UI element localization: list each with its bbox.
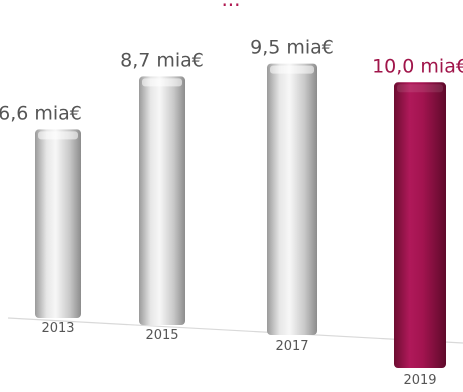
- chart-baseline: [7, 317, 463, 344]
- bar-cap-2019: [397, 84, 443, 93]
- bar-cap-2015: [142, 78, 182, 87]
- category-labels-group: 2013 2015 2017 2019: [41, 321, 436, 388]
- category-label-2015: 2015: [145, 328, 178, 343]
- value-labels-group: 6,6 mia€ 8,7 mia€ 9,5 mia€ 10,0 mia€: [0, 37, 463, 125]
- value-label-2015: 8,7 mia€: [120, 49, 204, 71]
- bar-2015: [139, 76, 185, 325]
- value-label-2017: 9,5 mia€: [250, 37, 334, 59]
- bars-group: [35, 63, 446, 369]
- bar-2019: [394, 82, 446, 369]
- bar-cap-2017: [270, 65, 314, 74]
- category-label-2017: 2017: [275, 339, 308, 354]
- bar-2017: [267, 63, 317, 335]
- bar-2013: [35, 129, 81, 318]
- bar-cap-2013: [38, 131, 78, 140]
- chart-title-fragment: ...: [221, 0, 240, 11]
- category-label-2013: 2013: [41, 321, 74, 336]
- value-label-2019: 10,0 mia€: [372, 55, 463, 77]
- value-label-2013: 6,6 mia€: [0, 102, 82, 124]
- category-label-2019: 2019: [403, 373, 436, 388]
